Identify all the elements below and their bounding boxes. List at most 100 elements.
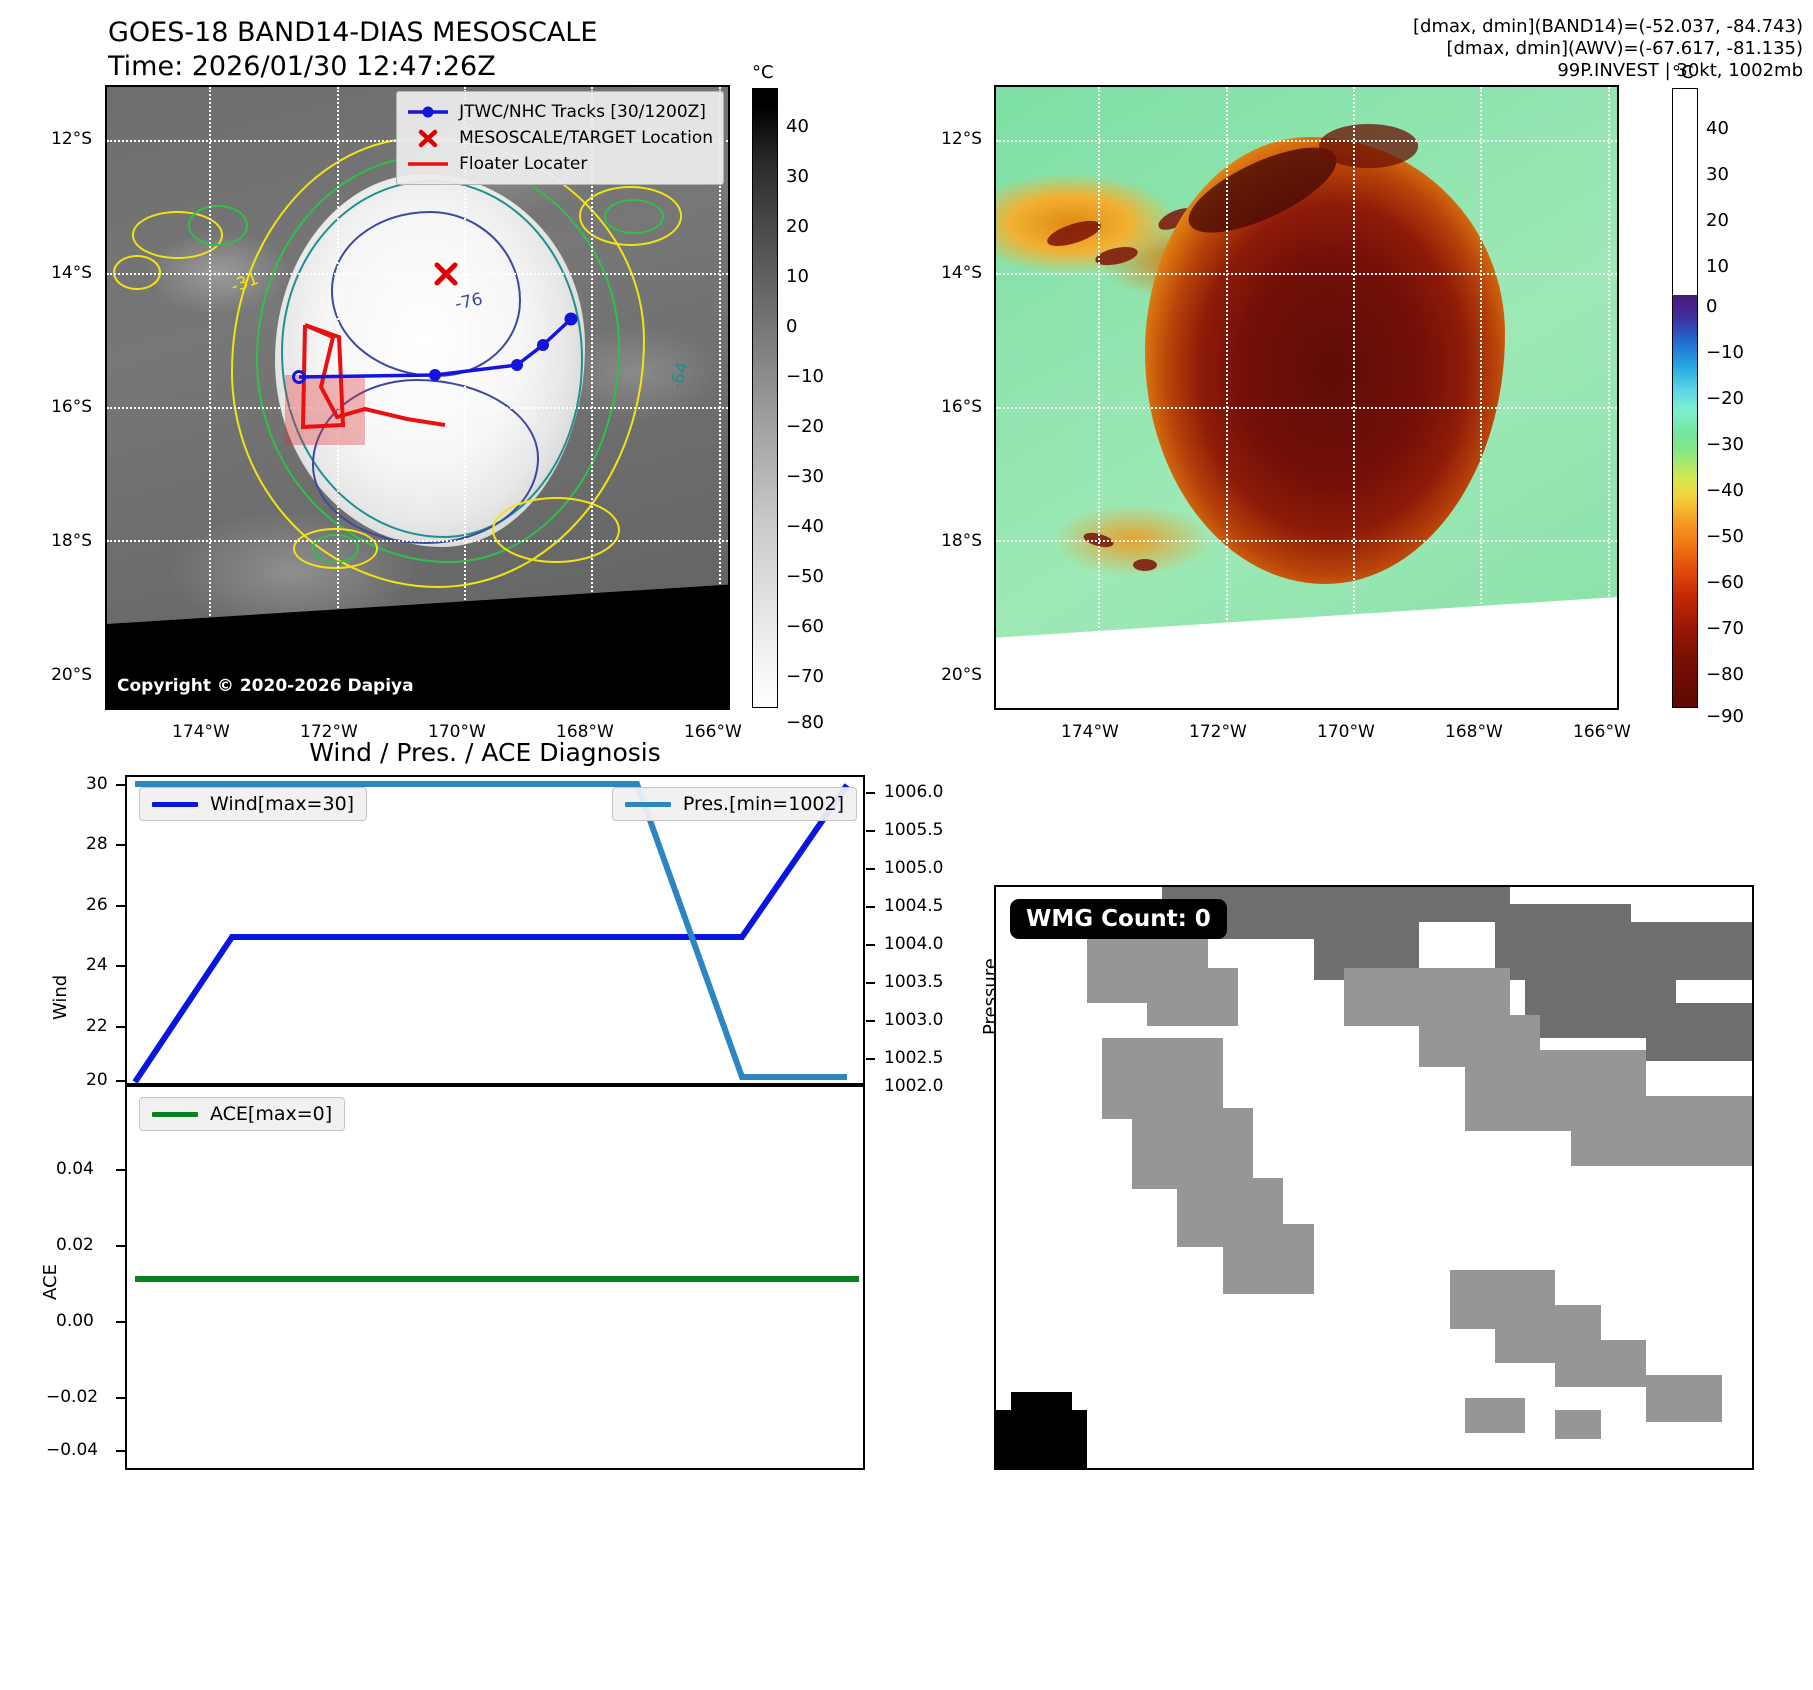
map-gridline-horizontal bbox=[107, 406, 728, 409]
lat-tick-16s: 16°S bbox=[51, 397, 92, 417]
ace-axis-label: ACE bbox=[40, 1264, 61, 1300]
cb1-tick: −70 bbox=[786, 666, 824, 687]
enhanced-ir-map[interactable] bbox=[994, 85, 1619, 710]
ace-tickmark bbox=[116, 1450, 125, 1452]
ace-legend-label: ACE[max=0] bbox=[210, 1103, 333, 1125]
wind-tickmark bbox=[116, 905, 125, 907]
lat-tick-12s: 12°S bbox=[51, 129, 92, 149]
cb1-tick: −10 bbox=[786, 366, 824, 387]
wmg-dark-region bbox=[1646, 1003, 1752, 1062]
colorbar-unit-gray: °C bbox=[752, 62, 774, 83]
cb2-tick: −40 bbox=[1706, 480, 1744, 501]
eir-cloud-streak bbox=[1132, 558, 1158, 572]
grayscale-ir-map[interactable]: -31 -76 -64 Copyright © 2020-2026 Dapiya… bbox=[105, 85, 730, 710]
map-gridline-vertical bbox=[464, 87, 467, 708]
cb2-tick: −80 bbox=[1706, 664, 1744, 685]
pressure-ytick: 1004.5 bbox=[884, 896, 944, 916]
lon-tick-174w-eir: 174°W bbox=[1061, 722, 1119, 742]
ace-tickmark bbox=[116, 1245, 125, 1247]
ace-tickmark bbox=[116, 1169, 125, 1171]
ace-tickmark bbox=[116, 1397, 125, 1399]
cb1-tick: 30 bbox=[786, 166, 809, 187]
grayscale-colorbar[interactable] bbox=[752, 88, 778, 708]
lat-tick-16s-eir: 16°S bbox=[941, 397, 982, 417]
wmg-gray-region bbox=[1646, 1375, 1722, 1422]
cb2-tick: −60 bbox=[1706, 572, 1744, 593]
map-gridline-horizontal bbox=[996, 139, 1617, 142]
legend-item-floater: Floater Locater bbox=[405, 151, 713, 177]
metadata-block: [dmax, dmin](BAND14)=(-52.037, -84.743) … bbox=[1413, 16, 1803, 82]
pressure-legend-label: Pres.[min=1002] bbox=[682, 793, 844, 815]
cb1-tick: 20 bbox=[786, 216, 809, 237]
contour-ring-blue-lower bbox=[311, 378, 540, 545]
lat-tick-20s: 20°S bbox=[51, 665, 92, 685]
cb1-tick: 10 bbox=[786, 266, 809, 287]
lon-tick-166w-eir: 166°W bbox=[1573, 722, 1631, 742]
pressure-tickmark bbox=[866, 982, 875, 984]
meta-awv: [dmax, dmin](AWV)=(-67.617, -81.135) bbox=[1446, 38, 1803, 59]
map-gridline-vertical bbox=[1098, 87, 1101, 708]
lon-tick-170w-eir: 170°W bbox=[1317, 722, 1375, 742]
contour-patch bbox=[492, 496, 621, 563]
cb1-tick: −40 bbox=[786, 516, 824, 537]
cb2-tick: −20 bbox=[1706, 388, 1744, 409]
wind-pressure-chart[interactable]: Wind[max=30] Pres.[min=1002] bbox=[125, 775, 865, 1085]
contour-patch bbox=[293, 527, 379, 570]
cb2-tick: 0 bbox=[1706, 296, 1718, 317]
ace-plot bbox=[135, 1276, 859, 1282]
ace-ytick: 0.00 bbox=[56, 1311, 94, 1331]
pressure-ytick: 1002.5 bbox=[884, 1048, 944, 1068]
ace-legend: ACE[max=0] bbox=[139, 1097, 346, 1131]
wmg-dark-region bbox=[1494, 904, 1632, 980]
ace-ytick: −0.04 bbox=[46, 1440, 99, 1460]
cb2-tick: 20 bbox=[1706, 210, 1729, 231]
lat-tick-18s: 18°S bbox=[51, 531, 92, 551]
cb2-tick: 10 bbox=[1706, 256, 1729, 277]
lon-tick-174w: 174°W bbox=[172, 722, 230, 742]
lon-tick-170w: 170°W bbox=[428, 722, 486, 742]
contour-patch bbox=[187, 204, 248, 247]
wmg-gray-region bbox=[1222, 1223, 1314, 1294]
lon-tick-166w: 166°W bbox=[684, 722, 742, 742]
map-gridline-vertical bbox=[1607, 87, 1610, 708]
x-marker-icon bbox=[405, 128, 451, 148]
cb1-tick: −80 bbox=[786, 712, 824, 733]
ace-ytick: 0.02 bbox=[56, 1235, 94, 1255]
lat-tick-14s: 14°S bbox=[51, 263, 92, 283]
enhanced-colorbar[interactable] bbox=[1672, 88, 1698, 708]
wmg-count-badge: WMG Count: 0 bbox=[1010, 899, 1227, 939]
wind-ytick: 22 bbox=[86, 1016, 108, 1036]
cb1-tick: 40 bbox=[786, 116, 809, 137]
copyright-text: Copyright © 2020-2026 Dapiya bbox=[117, 676, 414, 696]
wmg-gray-region bbox=[1570, 1096, 1752, 1166]
legend-label: MESOSCALE/TARGET Location bbox=[459, 128, 713, 148]
map-gridline-horizontal bbox=[107, 273, 728, 276]
pressure-color-swatch bbox=[624, 801, 671, 807]
pressure-tickmark bbox=[866, 792, 875, 794]
ace-chart[interactable]: ACE[max=0] bbox=[125, 1085, 865, 1470]
meta-storm-id: 99P.INVEST | 30kt, 1002mb bbox=[1557, 60, 1803, 81]
page-title: GOES-18 BAND14-DIAS MESOSCALE Time: 2026… bbox=[108, 16, 597, 84]
map-legend: JTWC/NHC Tracks [30/1200Z] MESOSCALE/TAR… bbox=[396, 91, 724, 185]
map-gridline-horizontal bbox=[996, 273, 1617, 276]
map-gridline-horizontal bbox=[996, 540, 1617, 543]
lon-tick-172w: 172°W bbox=[300, 722, 358, 742]
cb1-tick: −60 bbox=[786, 616, 824, 637]
ace-ytick: −0.02 bbox=[46, 1387, 99, 1407]
cb2-tick: −70 bbox=[1706, 618, 1744, 639]
wind-tickmark bbox=[116, 1026, 125, 1028]
contour-patch bbox=[578, 186, 683, 247]
wmg-gray-region bbox=[1101, 1038, 1223, 1120]
time-line: Time: 2026/01/30 12:47:26Z bbox=[108, 51, 496, 82]
colorbar-unit-enhanced: °C bbox=[1672, 62, 1694, 83]
cb1-tick: −30 bbox=[786, 466, 824, 487]
cb2-tick: −90 bbox=[1706, 706, 1744, 727]
wind-axis-label: Wind bbox=[50, 974, 71, 1020]
legend-label: JTWC/NHC Tracks [30/1200Z] bbox=[459, 102, 706, 122]
wind-series-line bbox=[132, 783, 850, 1083]
lat-tick-18s-eir: 18°S bbox=[941, 531, 982, 551]
map-gridline-vertical bbox=[718, 87, 721, 708]
wmg-mask-panel[interactable]: WMG Count: 0 bbox=[994, 885, 1754, 1470]
pressure-tickmark bbox=[866, 906, 875, 908]
eir-cold-band bbox=[1318, 124, 1419, 168]
